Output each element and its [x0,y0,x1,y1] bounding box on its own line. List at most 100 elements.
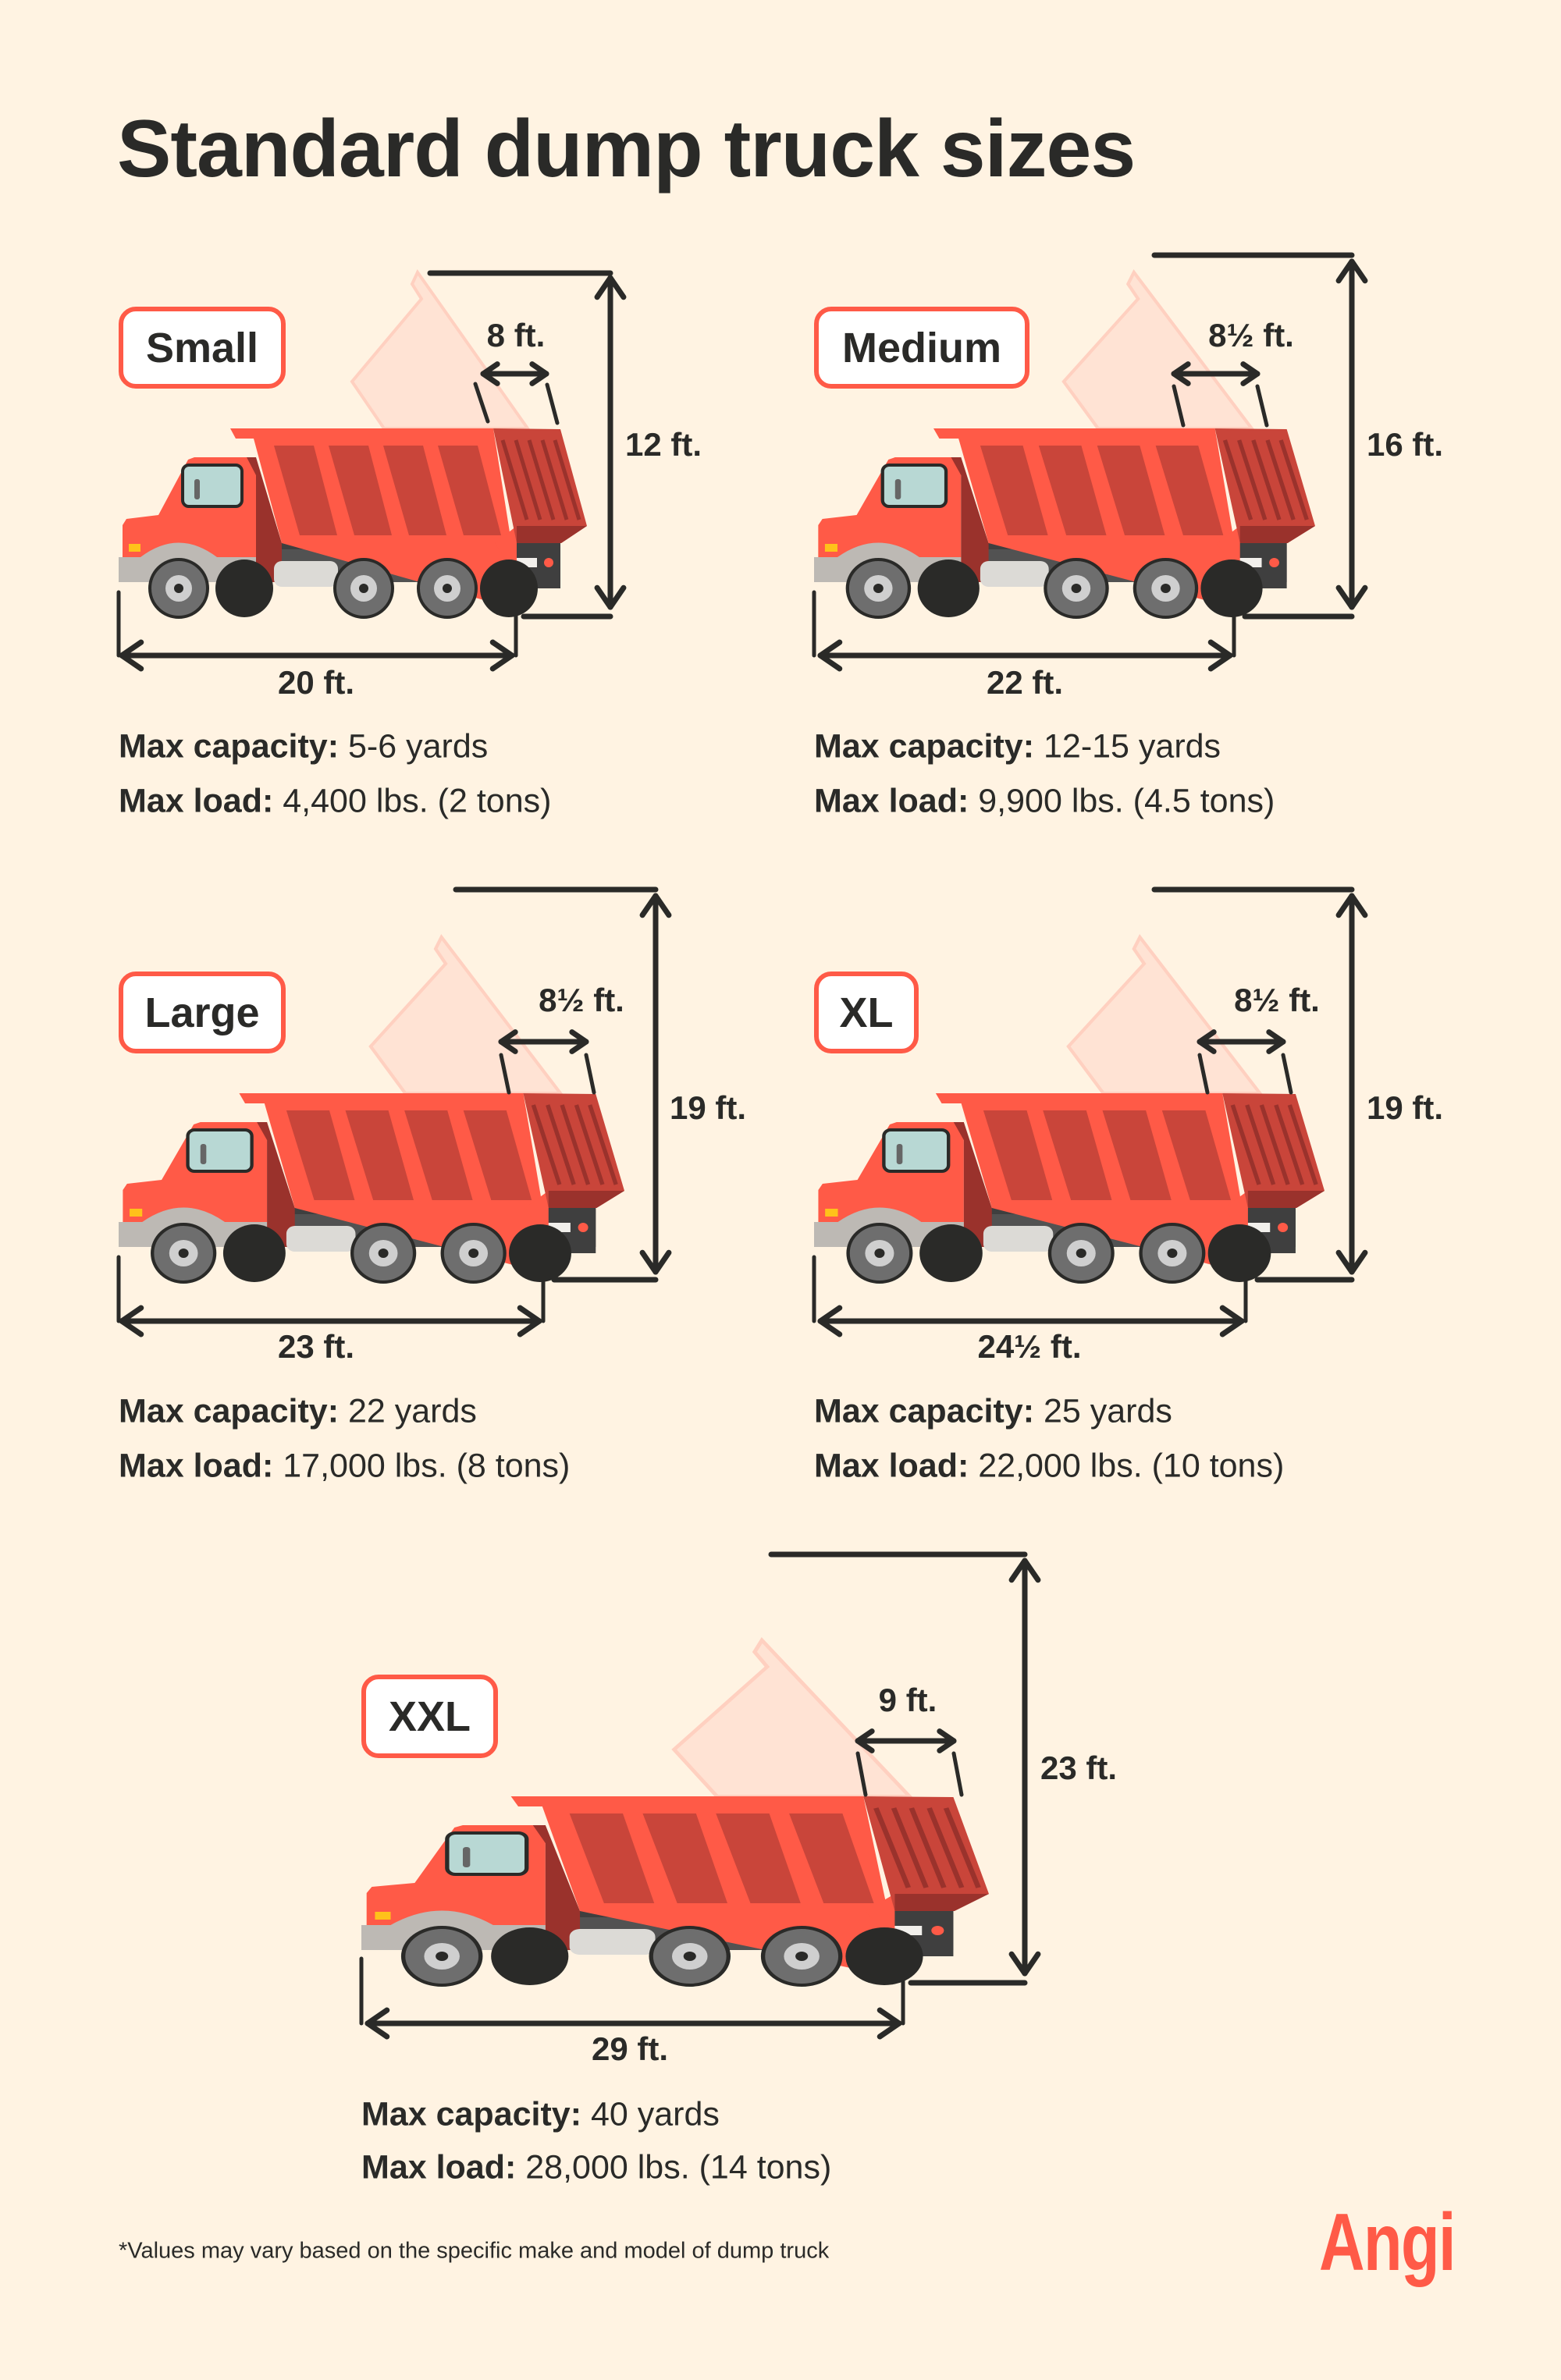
load-xxl: Max load: 28,000 lbs. (14 tons) [361,2149,831,2187]
height-label-small: 12 ft. [625,426,702,463]
size-tag-xl: XL [814,972,919,1053]
dump-truck-icon [119,1093,624,1282]
width-arrow-medium-head [1240,361,1261,386]
dump-truck-icon [814,1093,1325,1282]
height-arrow-large-head [639,1249,672,1275]
width-guide-small [545,382,560,425]
length-arrow-small-head [119,639,144,672]
width-arrow-xxl-head [855,1728,875,1753]
load-value: 4,400 lbs. (2 tons) [283,782,552,820]
length-arrow-medium-head [817,639,843,672]
capacity-label: Max capacity: [119,727,340,766]
load-value: 9,900 lbs. (4.5 tons) [978,782,1275,820]
capacity-value: 5-6 yards [347,727,489,766]
load-large: Max load: 17,000 lbs. (8 tons) [119,1448,570,1486]
load-label: Max load: [119,782,274,820]
height-arrow-medium-head [1335,584,1368,610]
height-arrow-large-head [639,893,672,918]
length-arrow-xl-head [1219,1305,1245,1337]
capacity-value: 12-15 yards [1043,727,1221,766]
dump-truck-icon [361,1796,989,1985]
width-guide-small [473,382,490,424]
length-arrow-small-head [489,639,515,672]
height-arrow-xxl-head [1008,1951,1041,1977]
width-arrow-xl-head [1197,1029,1217,1054]
width-label-xxl: 9 ft. [878,1682,937,1718]
height-arrow-xl-head [1335,893,1368,918]
length-arrow-xl-head [817,1305,843,1337]
length-arrow-xxl-head [364,2007,390,2040]
capacity-value: 40 yards [590,2095,720,2133]
height-arrow-xl-head [1335,1249,1368,1275]
raised-bed-outline [674,1640,910,1796]
width-arrow-small-head [529,361,549,386]
height-arrow-small-head [594,584,627,610]
length-arrow-large-head [119,1305,144,1337]
width-label-small: 8 ft. [486,317,546,353]
width-guide-large [584,1053,596,1095]
load-value: 28,000 lbs. (14 tons) [525,2148,832,2186]
width-guide-xxl [855,1751,868,1797]
width-arrow-large-head [569,1029,589,1054]
height-arrow-small-head [594,275,627,300]
load-medium: Max load: 9,900 lbs. (4.5 tons) [814,783,1275,821]
width-arrow-xl-head [1266,1029,1286,1054]
width-label-medium: 8½ ft. [1208,317,1294,353]
size-tag-xxl: XXL [361,1675,498,1758]
width-guide-medium [1172,384,1186,428]
load-value: 17,000 lbs. (8 tons) [283,1447,571,1485]
length-label-xl: 24½ ft. [977,1328,1082,1365]
capacity-small: Max capacity: 5-6 yards [119,728,488,766]
height-arrow-medium-head [1335,258,1368,284]
width-guide-medium [1255,384,1269,428]
length-arrow-medium-head [1207,639,1233,672]
load-value: 22,000 lbs. (10 tons) [978,1447,1285,1485]
capacity-value: 25 yards [1043,1392,1172,1430]
capacity-label: Max capacity: [361,2095,582,2133]
height-label-xxl: 23 ft. [1040,1749,1118,1786]
capacity-medium: Max capacity: 12-15 yards [814,728,1221,766]
width-guide-large [499,1053,511,1095]
capacity-xxl: Max capacity: 40 yards [361,2096,720,2134]
capacity-label: Max capacity: [814,1392,1035,1430]
load-label: Max load: [814,1447,969,1485]
size-tag-small: Small [119,307,286,389]
height-label-medium: 16 ft. [1367,426,1444,463]
footnote: *Values may vary based on the specific m… [119,2238,830,2264]
dump-truck-icon [814,428,1315,617]
length-arrow-large-head [517,1305,542,1337]
capacity-label: Max capacity: [814,727,1035,766]
length-label-small: 20 ft. [277,664,355,701]
width-label-xl: 8½ ft. [1234,982,1320,1018]
load-label: Max load: [814,782,969,820]
raised-bed-outline [1069,937,1260,1093]
width-guide-xl [1197,1053,1210,1095]
capacity-label: Max capacity: [119,1392,340,1430]
width-guide-xxl [951,1751,964,1797]
size-tag-large: Large [119,972,286,1053]
height-label-large: 19 ft. [670,1089,747,1126]
dump-truck-icon [119,428,587,617]
width-arrow-medium-head [1171,361,1191,386]
width-label-large: 8½ ft. [539,982,624,1018]
width-arrow-large-head [498,1029,518,1054]
width-guide-xl [1281,1053,1293,1095]
load-xl: Max load: 22,000 lbs. (10 tons) [814,1448,1284,1486]
length-label-xxl: 29 ft. [591,2030,669,2067]
load-label: Max load: [361,2148,517,2186]
height-label-xl: 19 ft. [1367,1089,1444,1126]
load-label: Max load: [119,1447,274,1485]
capacity-large: Max capacity: 22 yards [119,1393,477,1431]
capacity-xl: Max capacity: 25 yards [814,1393,1172,1431]
angi-logo: Angi [1319,2197,1456,2288]
height-arrow-xxl-head [1008,1558,1041,1583]
width-arrow-xxl-head [937,1728,957,1753]
width-arrow-small-head [480,361,500,386]
size-tag-medium: Medium [814,307,1029,389]
page-title: Standard dump truck sizes [117,104,1136,194]
raised-bed-outline [371,937,560,1093]
length-arrow-xxl-head [877,2007,902,2040]
load-small: Max load: 4,400 lbs. (2 tons) [119,783,551,821]
length-label-medium: 22 ft. [986,664,1064,701]
